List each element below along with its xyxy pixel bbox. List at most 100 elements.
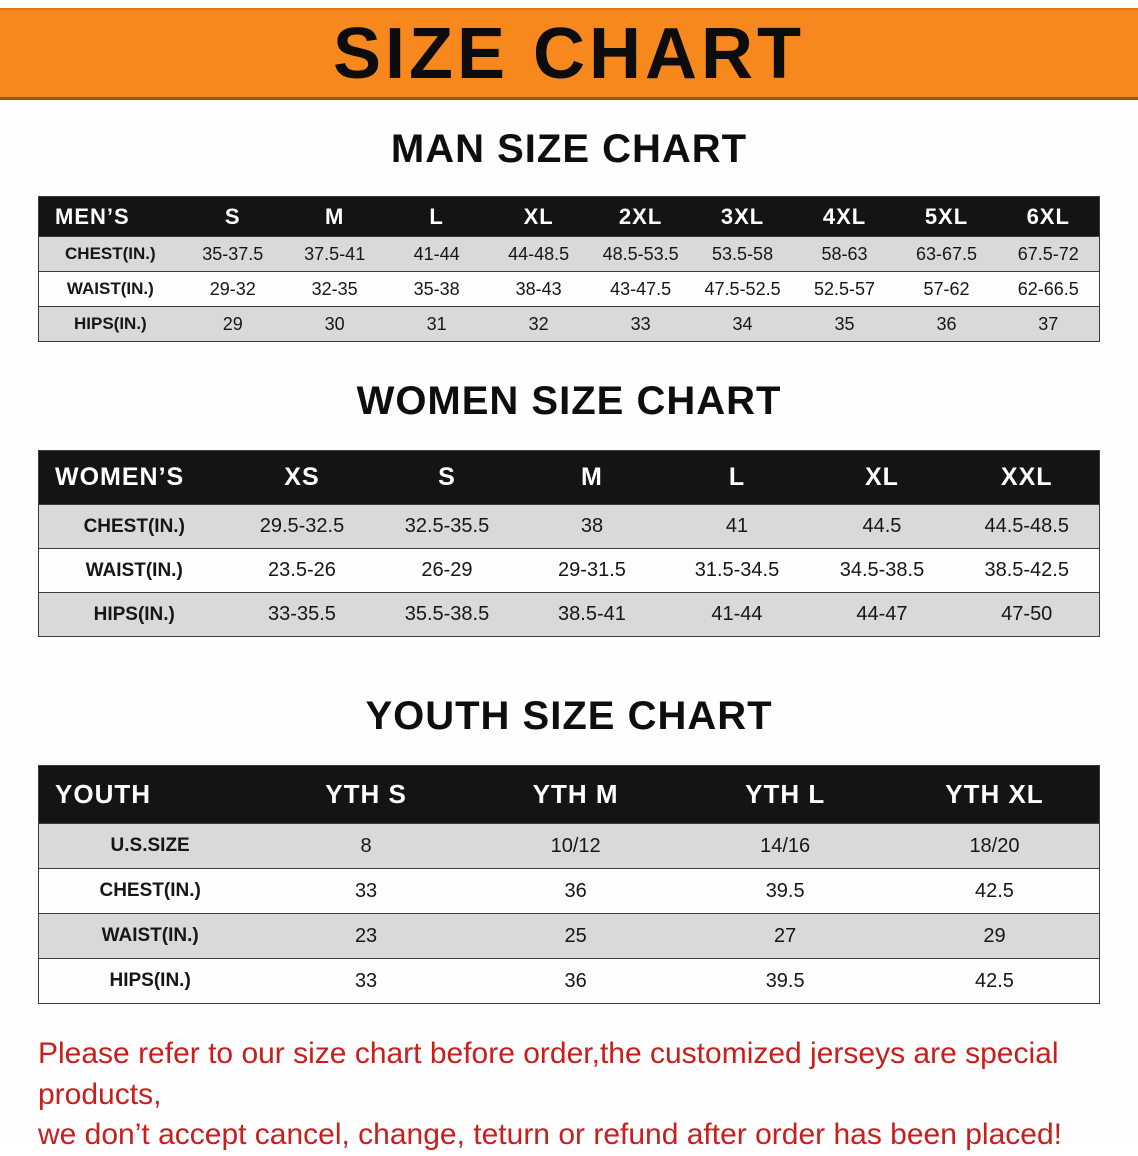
size-value: 44.5-48.5 xyxy=(954,504,1100,549)
size-value: 38-43 xyxy=(487,271,590,307)
size-column-header: S xyxy=(181,196,284,237)
size-value: 58-63 xyxy=(793,236,896,272)
size-value: 29-31.5 xyxy=(519,548,665,593)
size-value: 57-62 xyxy=(895,271,998,307)
size-value: 23.5-26 xyxy=(229,548,375,593)
group-label: MEN’S xyxy=(38,196,182,237)
size-value: 33 xyxy=(261,868,471,914)
order-notice: Please refer to our size chart before or… xyxy=(0,1034,1138,1156)
row-label: CHEST(IN.) xyxy=(38,504,230,549)
size-value: 33 xyxy=(261,958,471,1004)
size-value: 38 xyxy=(519,504,665,549)
size-chart-page: SIZE CHART MAN SIZE CHART MEN’S S M L XL 2XL 3… xyxy=(0,8,1138,1151)
women-size-section: WOMEN SIZE CHART WOMEN’S XS S M L XL XXL CHEST(… xyxy=(0,378,1138,637)
size-value: 42.5 xyxy=(889,868,1100,914)
size-value: 18/20 xyxy=(889,823,1100,869)
size-column-header: YTH M xyxy=(470,765,681,824)
size-value: 36 xyxy=(470,958,681,1004)
size-value: 33 xyxy=(589,306,692,342)
size-value: 67.5-72 xyxy=(997,236,1100,272)
size-column-header: XS xyxy=(229,450,375,505)
row-label: WAIST(IN.) xyxy=(38,548,230,593)
measure-row: CHEST(IN.) 29.5-32.5 32.5-35.5 38 41 44.5 44.5… xyxy=(38,504,1100,549)
measure-row: CHEST(IN.) 33 36 39.5 42.5 xyxy=(38,868,1100,914)
size-value: 8 xyxy=(261,823,471,869)
size-column-header: L xyxy=(664,450,810,505)
size-value: 44-47 xyxy=(809,592,955,637)
header-row: WOMEN’S XS S M L XL XXL xyxy=(38,450,1100,505)
size-value: 43-47.5 xyxy=(589,271,692,307)
group-label: YOUTH xyxy=(38,765,262,824)
size-column-header: YTH L xyxy=(680,765,890,824)
size-column-header: L xyxy=(385,196,488,237)
size-value: 41-44 xyxy=(385,236,488,272)
row-label: HIPS(IN.) xyxy=(38,306,182,342)
size-column-header: XL xyxy=(809,450,955,505)
measure-row: HIPS(IN.) 33 36 39.5 42.5 xyxy=(38,958,1100,1004)
size-value: 35.5-38.5 xyxy=(374,592,520,637)
size-column-header: 2XL xyxy=(589,196,692,237)
size-value: 32 xyxy=(487,306,590,342)
youth-size-table: YOUTH YTH S YTH M YTH L YTH XL U.S.SIZE 8 10/12… xyxy=(38,765,1100,1004)
size-value: 42.5 xyxy=(889,958,1100,1004)
women-section-heading: WOMEN SIZE CHART xyxy=(356,379,782,423)
youth-size-section: YOUTH SIZE CHART YOUTH YTH S YTH M YTH L YTH… xyxy=(0,693,1138,1004)
row-label: WAIST(IN.) xyxy=(38,913,262,959)
notice-line-2: we don’t accept cancel, change, teturn o… xyxy=(38,1118,1062,1151)
size-value: 29-32 xyxy=(181,271,284,307)
measure-row: WAIST(IN.) 23.5-26 26-29 29-31.5 31.5-34.5 34… xyxy=(38,548,1100,593)
size-value: 33-35.5 xyxy=(229,592,375,637)
size-value: 36 xyxy=(895,306,998,342)
size-value: 37.5-41 xyxy=(283,236,386,272)
size-value: 35 xyxy=(793,306,896,342)
measure-row: WAIST(IN.) 23 25 27 29 xyxy=(38,913,1100,959)
size-column-header: M xyxy=(519,450,665,505)
size-column-header: 4XL xyxy=(793,196,896,237)
notice-line-1: Please refer to our size chart before or… xyxy=(38,1037,1059,1111)
size-value: 35-37.5 xyxy=(181,236,284,272)
size-value: 35-38 xyxy=(385,271,488,307)
size-value: 63-67.5 xyxy=(895,236,998,272)
group-label: WOMEN’S xyxy=(38,450,230,505)
size-value: 38.5-42.5 xyxy=(954,548,1100,593)
row-label: HIPS(IN.) xyxy=(38,958,262,1004)
men-section-heading: MAN SIZE CHART xyxy=(390,127,748,171)
youth-section-heading: YOUTH SIZE CHART xyxy=(365,694,773,738)
size-value: 47-50 xyxy=(954,592,1100,637)
row-label: WAIST(IN.) xyxy=(38,271,182,307)
size-column-header: XXL xyxy=(954,450,1100,505)
size-value: 62-66.5 xyxy=(997,271,1100,307)
size-column-header: 6XL xyxy=(997,196,1100,237)
size-value: 44.5 xyxy=(809,504,955,549)
size-column-header: 5XL xyxy=(895,196,998,237)
size-value: 52.5-57 xyxy=(793,271,896,307)
size-value: 41 xyxy=(664,504,810,549)
measure-row: HIPS(IN.) 33-35.5 35.5-38.5 38.5-41 41-44 44-… xyxy=(38,592,1100,637)
header-row: YOUTH YTH S YTH M YTH L YTH XL xyxy=(38,765,1100,824)
size-value: 38.5-41 xyxy=(519,592,665,637)
row-label: CHEST(IN.) xyxy=(38,868,262,914)
measure-row: CHEST(IN.) 35-37.5 37.5-41 41-44 44-48.5 48.5… xyxy=(38,236,1100,272)
size-value: 39.5 xyxy=(680,868,890,914)
size-column-header: M xyxy=(283,196,386,237)
size-value: 47.5-52.5 xyxy=(691,271,794,307)
size-value: 31.5-34.5 xyxy=(664,548,810,593)
size-value: 39.5 xyxy=(680,958,890,1004)
size-value: 53.5-58 xyxy=(691,236,794,272)
women-size-table: WOMEN’S XS S M L XL XXL CHEST(IN.) 29.5-32.5 32.5… xyxy=(38,450,1100,637)
size-value: 26-29 xyxy=(374,548,520,593)
size-value: 23 xyxy=(261,913,471,959)
size-column-header: YTH XL xyxy=(889,765,1100,824)
size-chart-banner: SIZE CHART xyxy=(0,8,1138,100)
size-value: 32-35 xyxy=(283,271,386,307)
row-label: CHEST(IN.) xyxy=(38,236,182,272)
size-value: 32.5-35.5 xyxy=(374,504,520,549)
size-column-header: XL xyxy=(487,196,590,237)
size-value: 31 xyxy=(385,306,488,342)
size-value: 41-44 xyxy=(664,592,810,637)
size-value: 10/12 xyxy=(470,823,681,869)
size-value: 25 xyxy=(470,913,681,959)
header-row: MEN’S S M L XL 2XL 3XL 4XL 5XL 6XL xyxy=(38,196,1100,237)
row-label: U.S.SIZE xyxy=(38,823,262,869)
row-label: HIPS(IN.) xyxy=(38,592,230,637)
